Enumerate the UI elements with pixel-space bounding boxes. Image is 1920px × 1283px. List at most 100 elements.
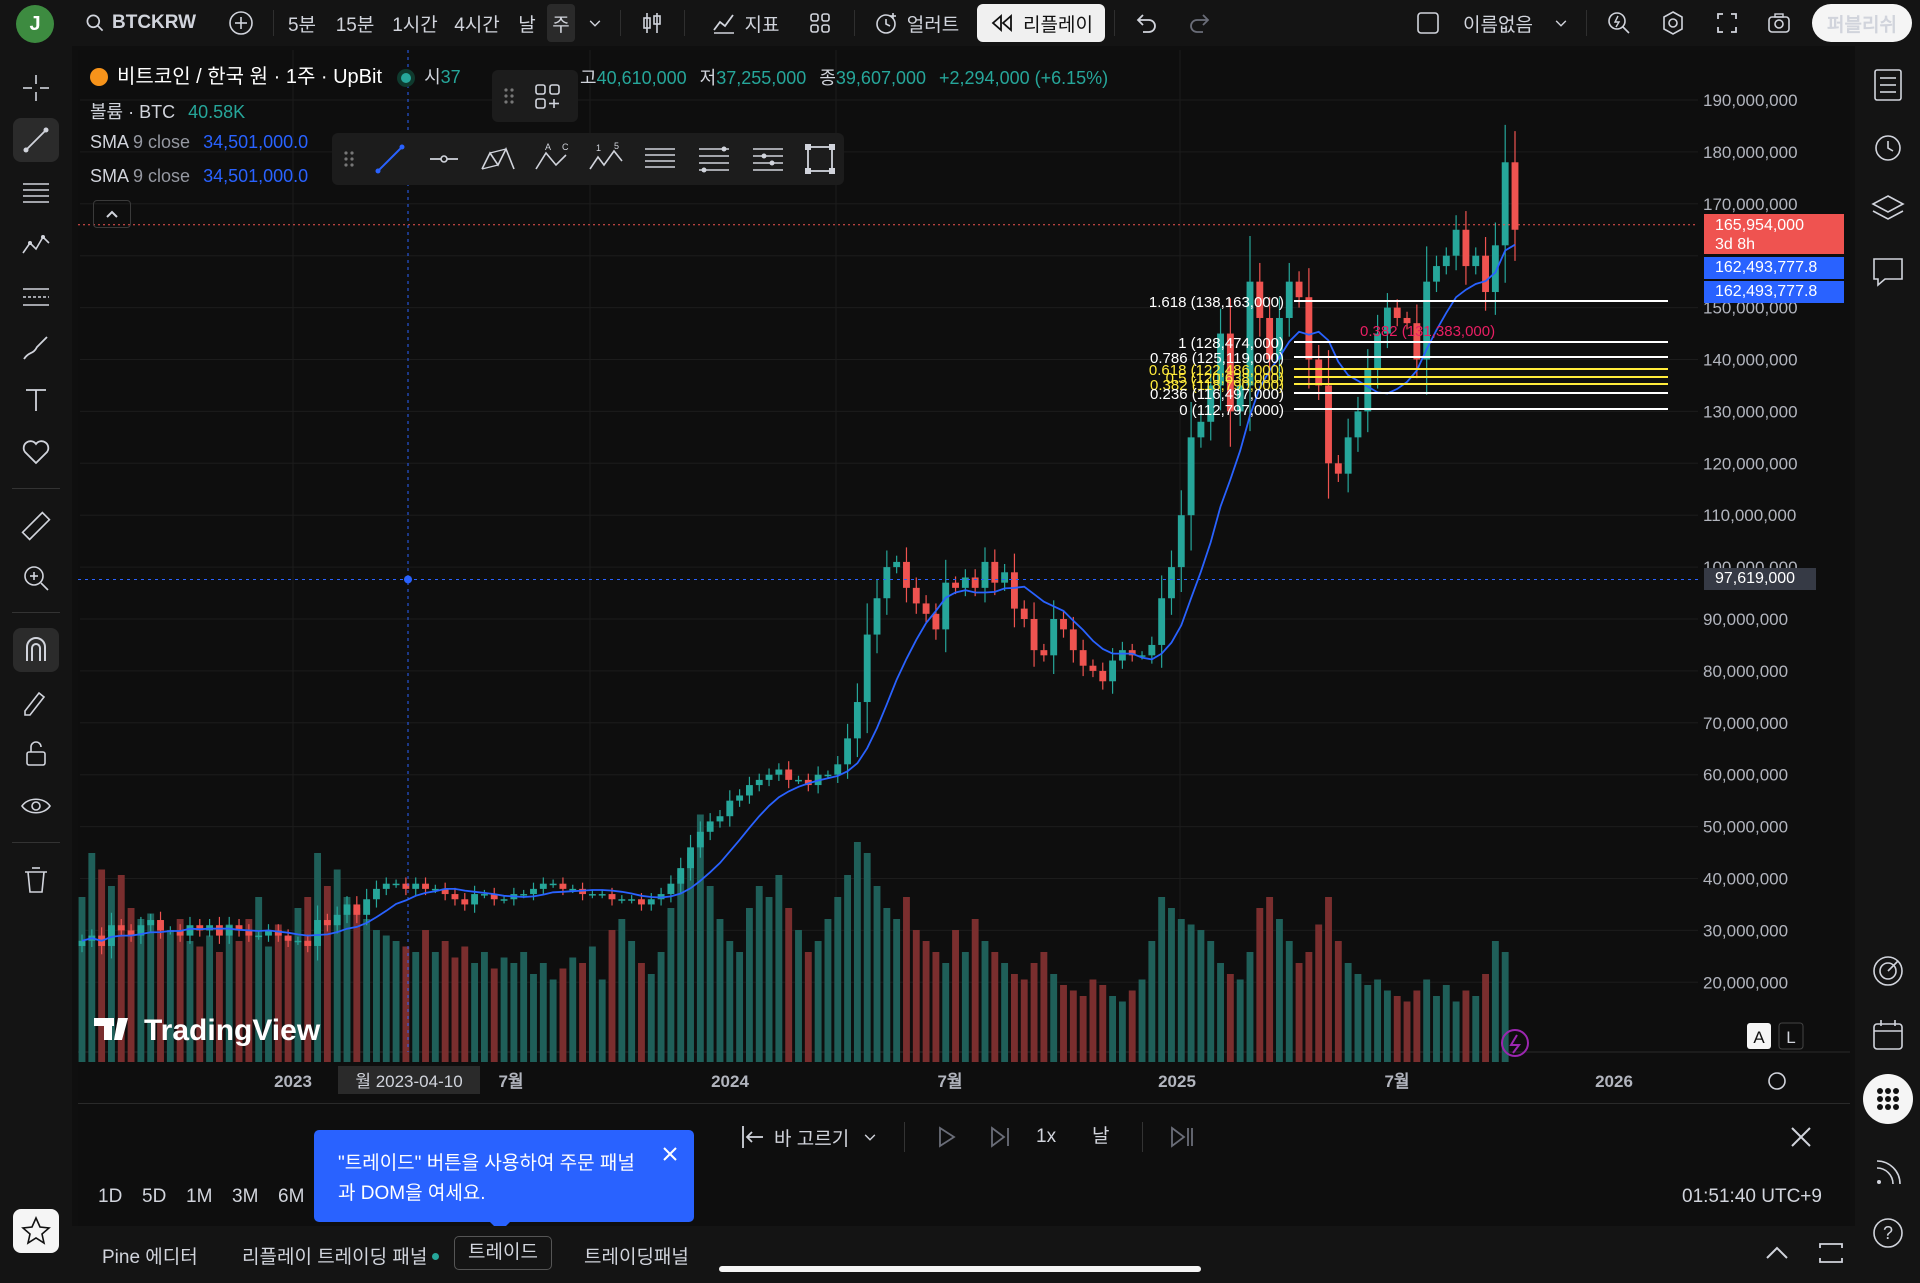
sma-label: SMA — [90, 132, 129, 152]
trendline-quick-tool[interactable] — [372, 141, 408, 177]
symbol-title[interactable]: 비트코인 / 한국 원 · 1주 · UpBit — [117, 66, 383, 88]
horizontal-ray-tool[interactable] — [426, 141, 462, 177]
volume-bar — [1010, 974, 1018, 1062]
close-replay-button[interactable] — [1784, 1120, 1818, 1154]
maximize-panel-button[interactable] — [1814, 1238, 1848, 1268]
range-5d[interactable]: 5D — [142, 1186, 167, 1207]
streams-button[interactable] — [1863, 1146, 1913, 1196]
lock-tool[interactable] — [13, 732, 59, 776]
fib-retracement-tool[interactable] — [696, 141, 732, 177]
favorite-star-button[interactable] — [13, 1209, 59, 1253]
sma-legend-row-2[interactable]: SMA 9 close 34,501,000.0 — [90, 166, 308, 187]
help-button[interactable]: ? — [1863, 1208, 1913, 1258]
timezone-clock[interactable]: 01:51:40 UTC+9 — [1682, 1186, 1822, 1208]
tooltip-close-button[interactable] — [658, 1142, 682, 1166]
trendline-tool[interactable] — [13, 118, 59, 162]
text-tool[interactable] — [13, 378, 59, 422]
tab-trading-panel[interactable]: 트레이딩패널 — [584, 1242, 689, 1269]
interval-15m[interactable]: 15분 — [332, 4, 378, 42]
interval-dropdown[interactable] — [582, 4, 608, 42]
interval-day[interactable]: 날 — [513, 4, 541, 42]
volume-bar — [1020, 979, 1028, 1062]
ideas-button[interactable] — [1863, 946, 1913, 996]
redo-button[interactable] — [1180, 4, 1220, 42]
publish-button[interactable]: 퍼블리쉬 — [1812, 4, 1912, 42]
volume-bar — [431, 952, 439, 1062]
remove-tool[interactable] — [13, 858, 59, 902]
symbol-search-button[interactable]: BTCKRW — [84, 4, 204, 42]
object-tree-button[interactable] — [1863, 184, 1913, 234]
legend-collapse-button[interactable] — [93, 200, 131, 228]
tab-pine-editor[interactable]: Pine 에디터 — [102, 1242, 198, 1269]
measure-tool[interactable] — [13, 504, 59, 548]
range-3m[interactable]: 3M — [232, 1186, 259, 1207]
quick-search-button[interactable] — [1598, 4, 1640, 42]
magnet-tool[interactable] — [13, 628, 59, 672]
interval-1h[interactable]: 1시간 — [390, 4, 440, 42]
layout-dropdown[interactable] — [1546, 4, 1576, 42]
log-scale-button[interactable] — [1778, 1022, 1804, 1050]
layout-name[interactable]: 이름없음 — [1458, 4, 1538, 42]
candle-body — [559, 883, 567, 889]
range-6m[interactable]: 6M — [278, 1186, 305, 1207]
rectangle-tool[interactable] — [802, 141, 838, 177]
step-forward-button[interactable] — [982, 1120, 1018, 1154]
pattern-tool[interactable] — [13, 222, 59, 266]
indicators-button[interactable]: 지표 — [700, 4, 790, 42]
crosshair-tool[interactable] — [13, 66, 59, 110]
play-button[interactable] — [928, 1120, 964, 1154]
trendline-blue-icon — [375, 144, 405, 174]
brush-tool[interactable] — [13, 326, 59, 370]
apps-button[interactable] — [1863, 1074, 1913, 1124]
hide-tool[interactable] — [13, 784, 59, 828]
tab-trade[interactable]: 트레이드 — [454, 1236, 552, 1270]
range-1m[interactable]: 1M — [186, 1186, 213, 1207]
fib-tool[interactable] — [13, 170, 59, 214]
forecast-tool[interactable] — [13, 274, 59, 318]
chats-button[interactable] — [1863, 246, 1913, 296]
right-sidebar: ? — [1855, 46, 1920, 1283]
candle-body — [1433, 266, 1440, 282]
replay-button[interactable]: 리플레이 — [977, 4, 1105, 42]
interval-4h[interactable]: 4시간 — [452, 4, 502, 42]
select-bar-button[interactable]: 바 고르기 — [738, 1120, 879, 1154]
pattern-quick-tool[interactable] — [478, 141, 518, 177]
interval-5m[interactable]: 5분 — [285, 4, 319, 42]
favorites-tool[interactable] — [13, 430, 59, 474]
range-1d[interactable]: 1D — [98, 1186, 123, 1207]
expand-panel-button[interactable] — [1760, 1238, 1794, 1268]
jump-to-realtime-button[interactable] — [1164, 1120, 1200, 1154]
compare-symbol-button[interactable] — [222, 4, 260, 42]
price-chart[interactable]: 190,000,000180,000,000170,000,000150,000… — [78, 50, 1850, 1100]
volume-legend-row[interactable]: 볼륨 · BTC 40.58K — [90, 98, 245, 124]
tab-replay-trading-panel[interactable]: 리플레이 트레이딩 패널 — [242, 1242, 440, 1269]
volume-bar — [157, 924, 164, 1062]
stay-drawing-tool[interactable] — [13, 680, 59, 724]
layouts-button[interactable] — [800, 4, 840, 42]
layout-checkbox[interactable] — [1408, 4, 1448, 42]
fib-extension-tool[interactable] — [750, 141, 786, 177]
replay-interval-button[interactable]: 날 — [1092, 1120, 1109, 1154]
alerts-button[interactable] — [1863, 122, 1913, 172]
sma-legend-row-1[interactable]: SMA 9 close 34,501,000.0 — [90, 132, 308, 153]
interval-week[interactable]: 주 — [547, 4, 575, 42]
watchlist-button[interactable] — [1863, 60, 1913, 110]
speed-button[interactable]: 1x — [1036, 1120, 1056, 1154]
volume-bar — [559, 968, 567, 1062]
undo-button[interactable] — [1126, 4, 1166, 42]
screenshot-button[interactable] — [1758, 4, 1800, 42]
zoom-tool[interactable] — [13, 556, 59, 600]
auto-scale-button[interactable] — [1747, 1023, 1771, 1049]
user-avatar[interactable]: J — [16, 5, 54, 43]
bitcoin-icon — [90, 68, 108, 86]
parallel-channel-tool[interactable] — [642, 141, 678, 177]
floating-toolbar-handle[interactable] — [492, 70, 578, 122]
calendar-button[interactable] — [1863, 1010, 1913, 1060]
settings-button[interactable] — [1652, 4, 1694, 42]
alert-button[interactable]: 얼러트 — [866, 4, 966, 42]
chart-pane[interactable]: 190,000,000 180,000,000 170,000,000 150,000… — [78, 50, 1850, 1100]
chart-type-button[interactable] — [632, 4, 672, 42]
fullscreen-button[interactable] — [1706, 4, 1748, 42]
